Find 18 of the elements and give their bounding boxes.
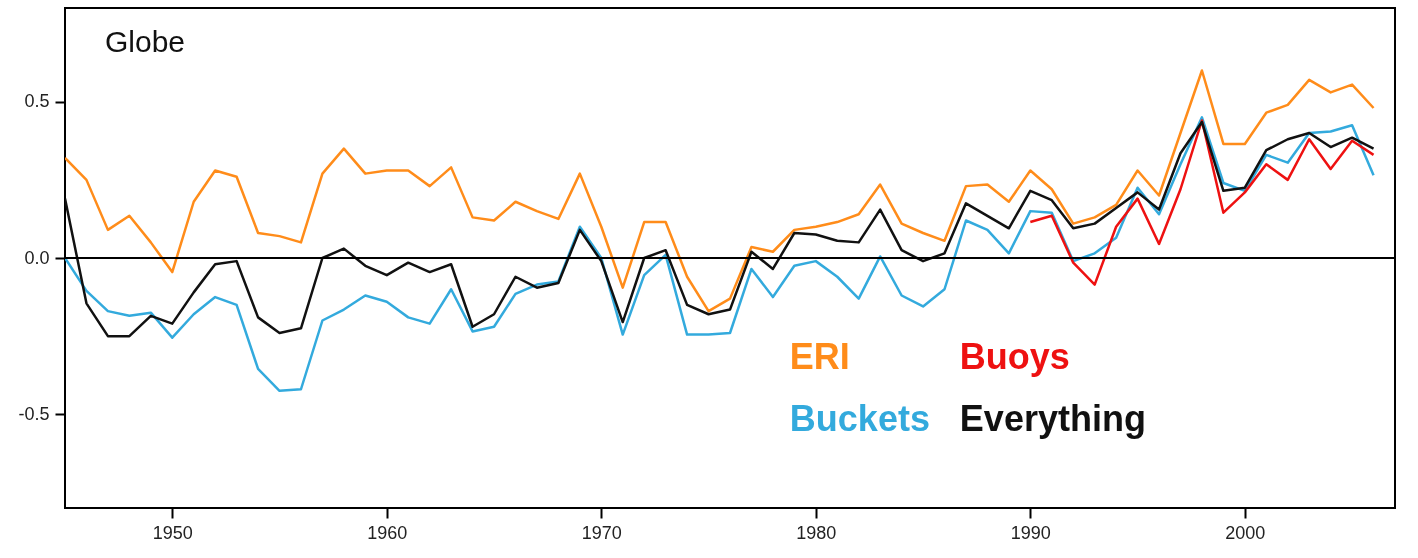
x-tick-label: 1950 (152, 522, 193, 543)
x-tick-label: 1990 (1010, 522, 1051, 543)
y-tick-label: 0.0 (24, 247, 50, 268)
y-tick-label: -0.5 (18, 403, 50, 424)
series-label: ERI (789, 336, 850, 377)
text: Globe (105, 25, 186, 58)
x-tick-label: 1980 (796, 522, 837, 543)
y-tick-label: 0.5 (24, 91, 50, 112)
x-tick-label: 1960 (367, 522, 408, 543)
line-series (1029, 119, 1375, 286)
x-tick-label: 1970 (581, 522, 622, 543)
line-series (65, 116, 1375, 393)
x-tick-label: 2000 (1225, 522, 1266, 543)
line-series (65, 120, 1375, 338)
line-series (65, 69, 1375, 313)
series-label: Buoys (959, 336, 1070, 377)
text: Buckets (789, 398, 930, 439)
text: Everything (959, 398, 1146, 439)
